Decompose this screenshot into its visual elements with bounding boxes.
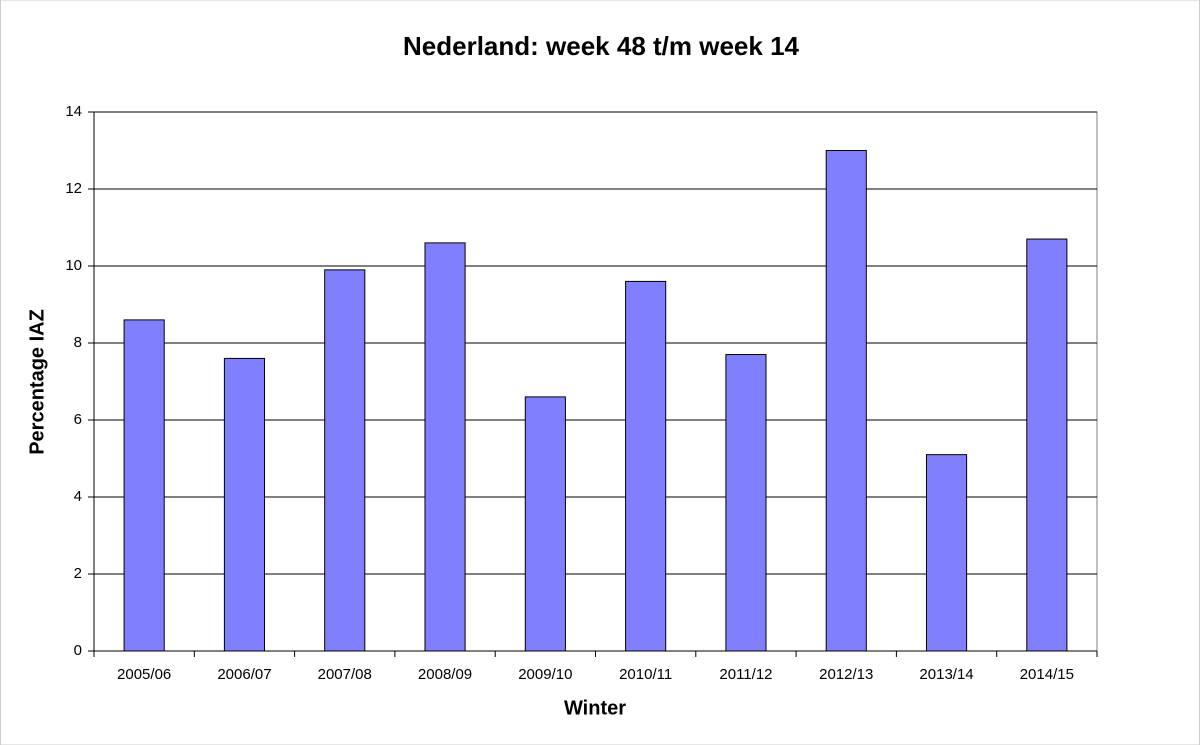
bar: [324, 269, 366, 652]
y-tick-label: 4: [74, 488, 82, 505]
y-tick-label: 2: [74, 565, 82, 582]
x-axis-title: Winter: [564, 697, 626, 719]
y-tick-label: 6: [74, 411, 82, 428]
x-tick-label: 2005/06: [117, 666, 171, 683]
chart-title: Nederland: week 48 t/m week 14: [403, 31, 800, 61]
bar: [424, 242, 466, 652]
bar: [524, 396, 566, 652]
bar: [825, 150, 867, 652]
x-tick-label: 2007/08: [318, 666, 372, 683]
bar: [625, 280, 667, 652]
y-axis-title: Percentage IAZ: [26, 309, 48, 455]
bar: [1026, 238, 1068, 652]
x-tick-label: 2010/11: [619, 666, 672, 683]
y-tick-label: 10: [65, 257, 82, 274]
y-tick-label: 14: [65, 103, 82, 120]
bar: [123, 319, 165, 652]
y-tick-label: 0: [74, 642, 82, 659]
x-tick-label: 2014/15: [1020, 666, 1074, 683]
x-tick-label: 2009/10: [518, 666, 572, 683]
x-tick-label: 2008/09: [418, 666, 472, 683]
y-tick-label: 12: [65, 180, 82, 197]
bar: [925, 454, 968, 652]
x-tick-label: 2011/12: [719, 666, 772, 683]
x-tick-label: 2012/13: [819, 666, 873, 683]
bar: [223, 357, 266, 652]
x-tick-label: 2006/07: [217, 666, 271, 683]
y-tick-label: 8: [74, 334, 82, 351]
bar: [725, 354, 767, 652]
x-tick-label: 2013/14: [919, 666, 973, 683]
